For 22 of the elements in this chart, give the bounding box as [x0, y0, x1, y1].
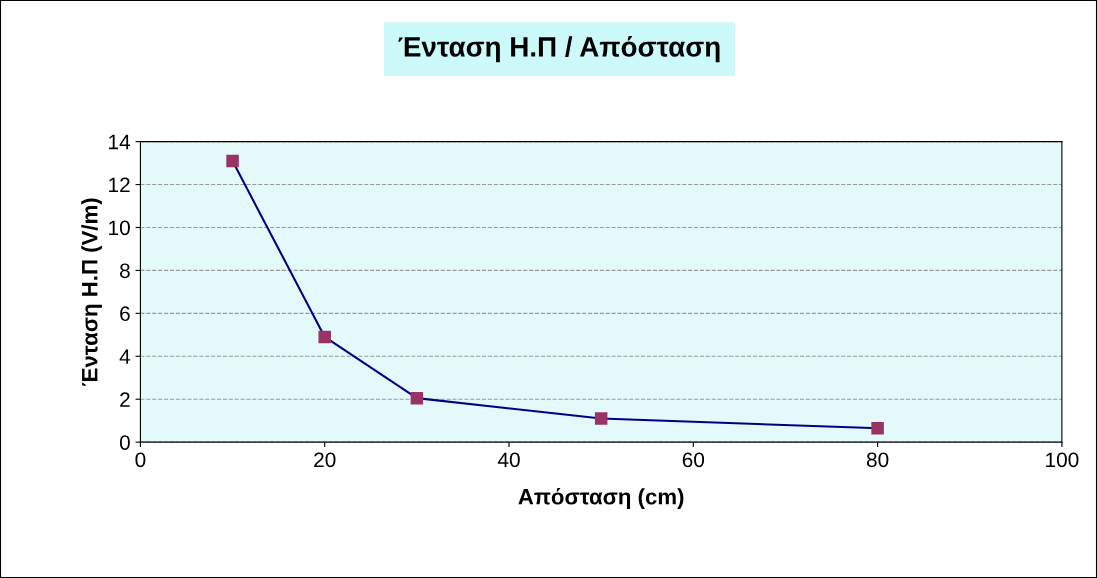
y-tick-label: 4 — [119, 349, 131, 364]
x-axis-title: Απόσταση (cm) — [518, 487, 684, 509]
x-tick-label: 100 — [1046, 452, 1079, 468]
x-tick-label: 20 — [314, 452, 336, 468]
y-tick-label: 2 — [120, 392, 130, 407]
point — [318, 330, 331, 344]
x-tick-label: 40 — [497, 452, 520, 468]
x-tick-label: 0 — [135, 452, 146, 468]
y-tick-label: 10 — [109, 220, 130, 236]
y-tick-label: 8 — [120, 263, 130, 279]
x-tick-label: 60 — [682, 452, 705, 468]
point — [594, 412, 608, 425]
y-tick-label: 6 — [120, 306, 130, 322]
y-tick-label: 14 — [109, 134, 131, 150]
y-axis-title: Ένταση Η.Π (V/m) — [81, 198, 102, 386]
chart-title: Ένταση Η.Π / Απόσταση — [398, 36, 720, 63]
point — [410, 391, 424, 405]
x-tick-label: 80 — [866, 452, 889, 468]
y-tick-label: 0 — [119, 435, 130, 450]
point — [871, 421, 884, 435]
y-tick-label: 12 — [109, 177, 130, 193]
point — [226, 154, 239, 168]
